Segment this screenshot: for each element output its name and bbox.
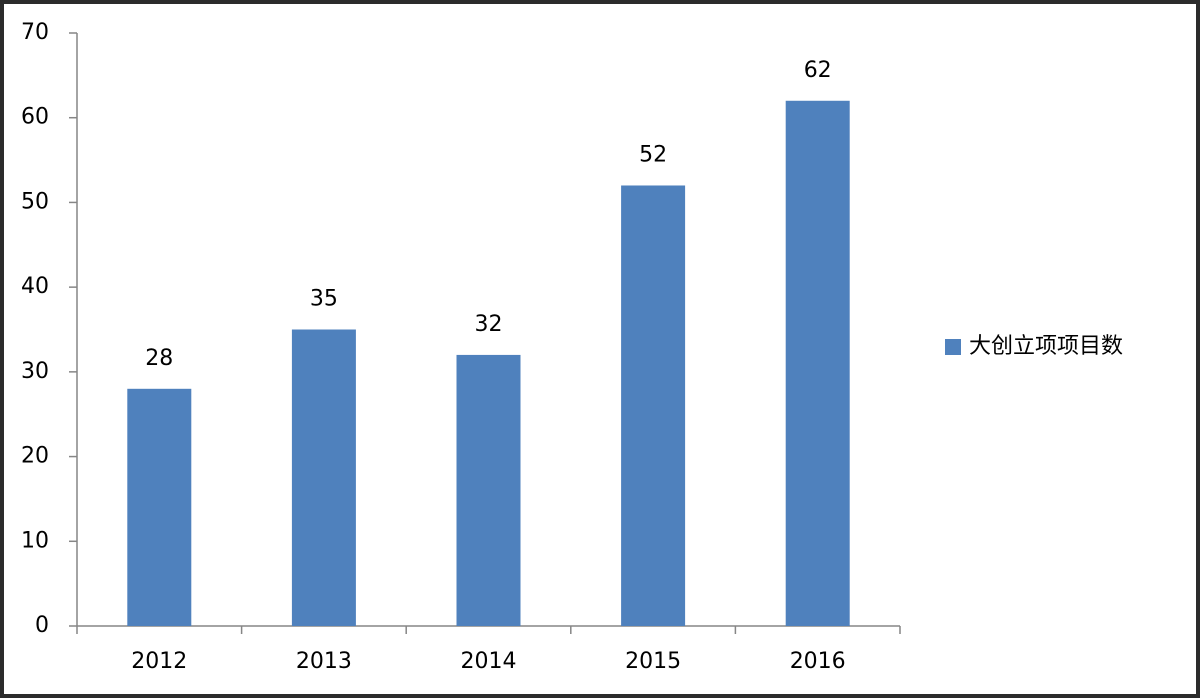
x-tick-label: 2014 <box>461 649 517 674</box>
bar <box>621 185 686 626</box>
y-tick-label: 20 <box>21 444 49 469</box>
y-tick-label: 50 <box>21 189 49 214</box>
y-tick-label: 40 <box>21 274 49 299</box>
y-tick-label: 0 <box>35 613 49 638</box>
bar <box>785 100 850 627</box>
legend-swatch <box>945 339 961 355</box>
data-label: 62 <box>804 58 832 83</box>
data-label: 28 <box>145 346 173 371</box>
bar <box>291 329 356 626</box>
x-tick-label: 2016 <box>790 649 846 674</box>
bar <box>456 354 521 626</box>
y-tick-label: 60 <box>21 105 49 130</box>
x-tick-label: 2013 <box>296 649 352 674</box>
chart-background <box>4 4 1196 694</box>
y-tick-label: 70 <box>21 20 49 45</box>
legend-label: 大创立项项目数 <box>969 334 1123 359</box>
data-label: 35 <box>310 287 338 312</box>
bar <box>127 388 192 626</box>
x-tick-label: 2012 <box>131 649 187 674</box>
x-tick-label: 2015 <box>625 649 681 674</box>
data-label: 32 <box>475 312 503 337</box>
y-tick-label: 30 <box>21 359 49 384</box>
data-label: 52 <box>639 142 667 167</box>
y-tick-label: 10 <box>21 528 49 553</box>
